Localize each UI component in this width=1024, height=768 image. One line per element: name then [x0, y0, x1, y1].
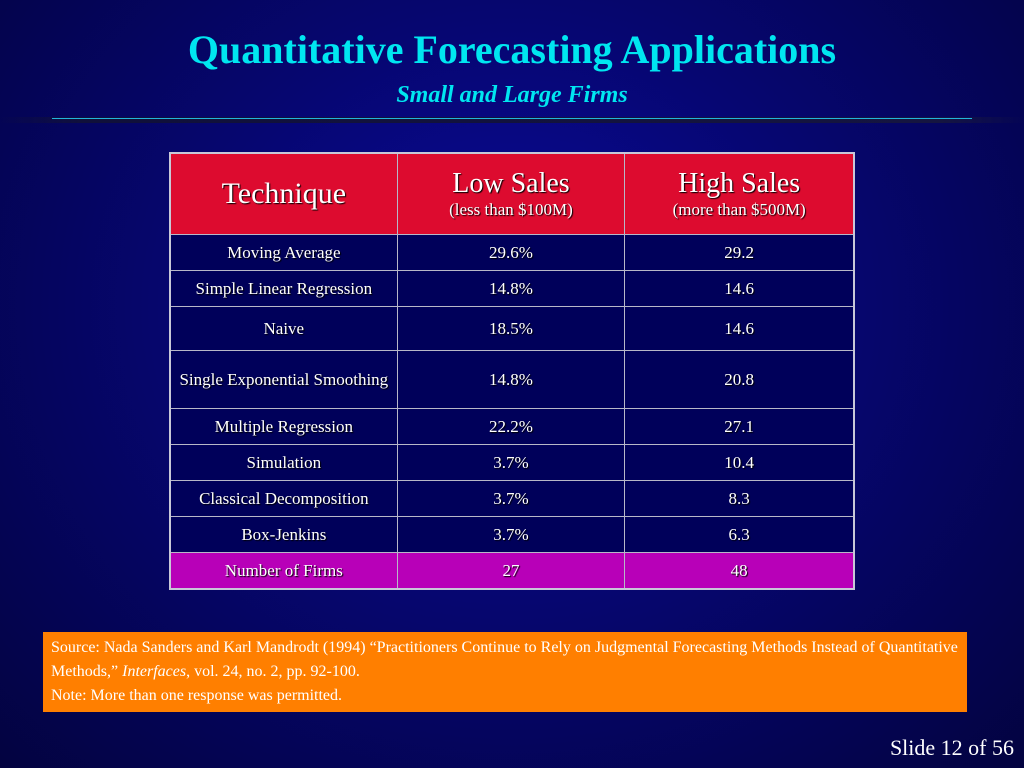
header-high-sales: High Sales (more than $500M) — [624, 152, 855, 235]
forecasting-table: Technique Low Sales (less than $100M) Hi… — [169, 152, 855, 590]
technique-cell: Naive — [169, 306, 398, 351]
low-sales-cell: 14.8% — [396, 270, 626, 307]
low-sales-total-cell: 27 — [396, 552, 626, 590]
technique-cell: Multiple Regression — [169, 408, 398, 445]
low-sales-cell: 22.2% — [396, 408, 626, 445]
header-low-sales-sublabel: (less than $100M) — [449, 200, 573, 219]
high-sales-cell: 14.6 — [624, 270, 855, 307]
table-total-row: Number of Firms 27 48 — [169, 552, 855, 590]
source-note-text: Note: More than one response was permitt… — [51, 687, 343, 704]
table-row: Single Exponential Smoothing 14.8% 20.8 — [169, 350, 855, 409]
high-sales-cell: 8.3 — [624, 480, 855, 517]
source-note-box: Source: Nada Sanders and Karl Mandrodt (… — [43, 632, 967, 712]
table-row: Naive 18.5% 14.6 — [169, 306, 855, 351]
table-row: Moving Average 29.6% 29.2 — [169, 234, 855, 271]
low-sales-cell: 3.7% — [396, 480, 626, 517]
low-sales-cell: 3.7% — [396, 444, 626, 481]
low-sales-cell: 3.7% — [396, 516, 626, 553]
header-low-sales: Low Sales (less than $100M) — [396, 152, 626, 235]
table-row: Box-Jenkins 3.7% 6.3 — [169, 516, 855, 553]
table-row: Simulation 3.7% 10.4 — [169, 444, 855, 481]
high-sales-total-cell: 48 — [624, 552, 855, 590]
header-low-sales-label: Low Sales — [452, 168, 570, 199]
source-citation-details: , vol. 24, no. 2, pp. 92-100. — [186, 663, 360, 680]
table-row: Multiple Regression 22.2% 27.1 — [169, 408, 855, 445]
title-divider-shadow — [0, 117, 1024, 123]
header-technique-label: Technique — [221, 177, 347, 210]
slide-subtitle: Small and Large Firms — [396, 82, 628, 108]
high-sales-cell: 6.3 — [624, 516, 855, 553]
high-sales-cell: 27.1 — [624, 408, 855, 445]
technique-cell: Moving Average — [169, 234, 398, 271]
total-label-cell: Number of Firms — [169, 552, 398, 590]
header-high-sales-sublabel: (more than $500M) — [672, 200, 806, 219]
technique-cell: Single Exponential Smoothing — [169, 350, 398, 409]
technique-cell: Simulation — [169, 444, 398, 481]
source-citation-text: Source: Nada Sanders and Karl Mandrodt (… — [51, 639, 958, 680]
table-row: Classical Decomposition 3.7% 8.3 — [169, 480, 855, 517]
table-row: Simple Linear Regression 14.8% 14.6 — [169, 270, 855, 307]
technique-cell: Box-Jenkins — [169, 516, 398, 553]
low-sales-cell: 14.8% — [396, 350, 626, 409]
high-sales-cell: 20.8 — [624, 350, 855, 409]
slide-number: Slide 12 of 56 — [889, 735, 1014, 760]
high-sales-cell: 14.6 — [624, 306, 855, 351]
low-sales-cell: 29.6% — [396, 234, 626, 271]
high-sales-cell: 29.2 — [624, 234, 855, 271]
slide-title: Quantitative Forecasting Applications — [187, 27, 837, 72]
header-high-sales-label: High Sales — [678, 168, 801, 199]
high-sales-cell: 10.4 — [624, 444, 855, 481]
technique-cell: Classical Decomposition — [169, 480, 398, 517]
table-header-row: Technique Low Sales (less than $100M) Hi… — [169, 152, 855, 235]
title-divider — [52, 118, 972, 119]
low-sales-cell: 18.5% — [396, 306, 626, 351]
header-technique: Technique — [169, 152, 398, 235]
technique-cell: Simple Linear Regression — [169, 270, 398, 307]
source-journal-name: Interfaces — [122, 663, 187, 680]
